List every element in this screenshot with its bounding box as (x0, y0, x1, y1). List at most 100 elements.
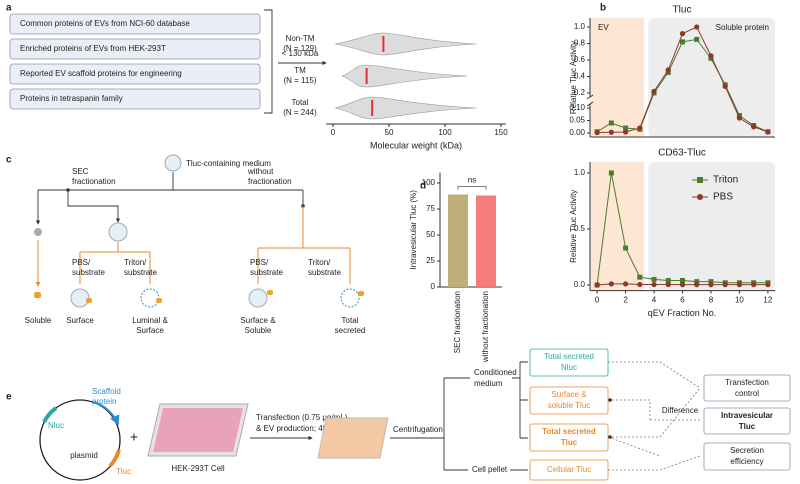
label: Scaffold (92, 387, 121, 396)
plate (317, 417, 389, 459)
marker (680, 39, 685, 45)
tree-line (257, 206, 351, 284)
tluc-icon (86, 298, 92, 303)
y-tick-label: 0.0 (574, 280, 586, 289)
result: efficiency (730, 457, 763, 466)
y-tick-label: 0.5 (574, 224, 586, 233)
legend-label: Triton (713, 175, 738, 186)
x-tick-label: 50 (385, 128, 394, 137)
outcome: Soluble (245, 326, 272, 335)
marker (765, 282, 771, 288)
outcome: Soluble (25, 316, 52, 325)
bar (448, 194, 468, 287)
marker (679, 30, 686, 37)
x-axis-label: qEV Fraction No. (648, 308, 717, 318)
y-tick-label: 0.10 (569, 103, 585, 112)
panel-label: e (6, 392, 12, 403)
violin (335, 32, 477, 56)
criteria-box (9, 13, 261, 35)
assay: Total secreted (544, 352, 594, 361)
label: Triton/ (308, 258, 331, 267)
criteria-box (9, 38, 261, 60)
count-label: (N = 129) (283, 44, 317, 53)
marker (694, 279, 700, 285)
assay: Cellular Tluc (547, 465, 591, 474)
label: Centrifugation (393, 425, 443, 434)
tluc-segment (108, 449, 121, 468)
outcome: Luminal & (132, 316, 168, 325)
x-tick-label: 100 (438, 128, 452, 137)
outcome: Surface (136, 326, 164, 335)
label: HEK-293T Cell (171, 464, 224, 473)
arrow (67, 190, 121, 223)
tluc-icon (156, 298, 162, 303)
assay-box (529, 386, 609, 415)
annotation: ns (468, 176, 476, 185)
x-tick-label: 150 (494, 128, 508, 137)
significance-bracket (457, 186, 487, 190)
label: medium (474, 379, 503, 388)
y-tick-label: 1.0 (574, 168, 586, 177)
outcome: secreted (335, 326, 366, 335)
y-tick-label: 0.4 (574, 72, 586, 81)
label: fractionation (72, 177, 116, 186)
plate-wells (153, 408, 243, 452)
marker (665, 281, 671, 288)
marker (708, 282, 714, 288)
criteria-text: Reported EV scaffold proteins for engine… (20, 69, 182, 78)
y-tick-label: 1.0 (574, 22, 586, 31)
x-tick-label: 0 (595, 296, 600, 305)
count-label: (N = 244) (283, 108, 317, 117)
x-tick-label: 12 (763, 296, 772, 305)
assay: Surface & (551, 390, 587, 399)
ev-icon (248, 288, 268, 308)
ev-icon (340, 288, 360, 308)
x-tick-label: 8 (709, 296, 714, 305)
marker (651, 88, 657, 94)
label: & EV production; 48 h (256, 424, 334, 433)
criteria-text: Common proteins of EVs from NCI-60 datab… (20, 19, 190, 28)
label: protein (92, 397, 116, 406)
chart-title: CD63-Tluc (658, 148, 706, 159)
label: Transfection (0.75 μg/mL) (256, 413, 348, 422)
tree-line (38, 172, 303, 191)
axis-break (586, 94, 594, 107)
ev-icon (108, 222, 128, 242)
label: PBS/ (72, 258, 91, 267)
label: Triton/ (124, 258, 147, 267)
marker (694, 282, 700, 288)
y-tick-label: 0.05 (569, 116, 585, 125)
ev-icon (70, 288, 90, 308)
y-axis-label: Relative Tluc Activity (569, 41, 578, 114)
plasmid (39, 399, 121, 481)
y-tick-label: 0.2 (574, 88, 586, 97)
legend-marker (697, 194, 703, 200)
y-tick-label: 100 (422, 178, 436, 187)
marker (594, 129, 600, 136)
label: Tluc-containing medium (186, 159, 271, 168)
marker (665, 278, 671, 284)
marker (736, 282, 743, 288)
marker (751, 282, 757, 288)
violin (341, 64, 468, 88)
panel-label: c (6, 155, 12, 166)
region (590, 18, 645, 137)
label: substrate (124, 268, 157, 277)
medium-icon (164, 154, 182, 172)
marker (637, 274, 643, 280)
marker (637, 125, 643, 131)
marker (608, 129, 614, 135)
tree-line (79, 242, 151, 284)
label: fractionation (248, 177, 292, 186)
y-tick-label: 0.00 (569, 128, 585, 137)
y-tick-label: 0.6 (574, 55, 586, 64)
tluc-icon (358, 291, 364, 296)
marker (594, 282, 600, 288)
marker (608, 281, 614, 287)
x-axis-label: Molecular weight (kDa) (370, 140, 462, 150)
marker (679, 282, 686, 288)
result-box (703, 407, 791, 435)
result: Intravesicular (721, 411, 773, 420)
y-tick-label: 50 (426, 230, 435, 239)
ev-icon (140, 288, 160, 308)
